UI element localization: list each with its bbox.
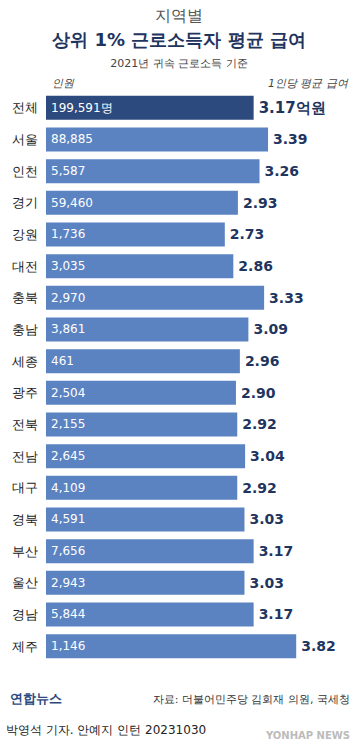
svg-text:광주: 광주 — [12, 385, 38, 400]
svg-text:전북: 전북 — [12, 417, 38, 432]
svg-text:2,970: 2,970 — [51, 291, 85, 305]
svg-text:88,885: 88,885 — [51, 132, 93, 146]
svg-text:2.92: 2.92 — [242, 480, 277, 496]
svg-text:울산: 울산 — [12, 575, 38, 590]
svg-text:2,943: 2,943 — [51, 576, 85, 590]
svg-text:2,155: 2,155 — [51, 417, 85, 431]
svg-text:3,861: 3,861 — [51, 322, 85, 336]
html-text:연합뉴스: 연합뉴스 — [10, 691, 62, 706]
svg-text:3.17: 3.17 — [259, 543, 294, 559]
svg-text:3.33: 3.33 — [269, 290, 304, 306]
svg-text:2.90: 2.90 — [241, 385, 276, 401]
svg-text:59,460: 59,460 — [51, 196, 93, 210]
svg-text:서울: 서울 — [12, 132, 38, 147]
svg-text:3.04: 3.04 — [250, 448, 285, 464]
svg-text:5,587: 5,587 — [51, 164, 85, 178]
svg-text:2.96: 2.96 — [245, 353, 280, 369]
svg-text:2,504: 2,504 — [51, 386, 85, 400]
svg-text:2,645: 2,645 — [51, 449, 85, 463]
svg-text:3.26: 3.26 — [265, 163, 300, 179]
svg-text:3.17: 3.17 — [259, 606, 294, 622]
svg-text:강원: 강원 — [12, 227, 38, 242]
html-text:박영석 기자. 안예지 인턴 20231030: 박영석 기자. 안예지 인턴 20231030 — [6, 723, 207, 737]
svg-text:3.03: 3.03 — [249, 575, 284, 591]
svg-text:경기: 경기 — [12, 195, 38, 210]
svg-text:4,591: 4,591 — [51, 512, 85, 526]
svg-text:경남: 경남 — [12, 607, 38, 622]
svg-text:2.93: 2.93 — [243, 195, 278, 211]
svg-text:2.92: 2.92 — [242, 416, 277, 432]
svg-text:인천: 인천 — [12, 164, 38, 179]
svg-text:3.09: 3.09 — [253, 321, 288, 337]
svg-text:2.73: 2.73 — [230, 226, 265, 242]
svg-text:대전: 대전 — [12, 259, 38, 274]
svg-text:461: 461 — [51, 354, 74, 368]
html-text:2021년 귀속 근로소득 기준: 2021년 귀속 근로소득 기준 — [110, 57, 248, 70]
svg-text:3,035: 3,035 — [51, 259, 85, 273]
html-text:지역별: 지역별 — [155, 6, 203, 25]
svg-text:충남: 충남 — [12, 322, 38, 337]
svg-text:충북: 충북 — [12, 290, 38, 305]
svg-text:3.82: 3.82 — [301, 638, 336, 654]
svg-text:199,591명: 199,591명 — [51, 101, 113, 115]
html-text:상위 1% 근로소득자 평균 급여: 상위 1% 근로소득자 평균 급여 — [52, 29, 306, 50]
svg-text:경북: 경북 — [12, 512, 38, 527]
svg-text:3.03: 3.03 — [249, 511, 284, 527]
svg-text:대구: 대구 — [12, 480, 38, 495]
html-text:인원: 인원 — [52, 77, 74, 90]
svg-text:3.39: 3.39 — [273, 131, 308, 147]
svg-text:세종: 세종 — [12, 354, 38, 369]
svg-text:7,656: 7,656 — [51, 544, 85, 558]
html-text:YONHAP NEWS: YONHAP NEWS — [265, 730, 350, 741]
svg-text:3.17억원: 3.17억원 — [259, 99, 326, 117]
svg-text:1,736: 1,736 — [51, 227, 85, 241]
svg-text:제주: 제주 — [12, 639, 38, 654]
svg-text:4,109: 4,109 — [51, 481, 85, 495]
svg-text:전남: 전남 — [12, 449, 38, 464]
svg-text:전체: 전체 — [12, 100, 38, 115]
svg-text:1,146: 1,146 — [51, 639, 85, 653]
svg-text:5,844: 5,844 — [51, 607, 85, 621]
svg-text:부산: 부산 — [12, 544, 38, 559]
html-text:자료: 더불어민주당 김회재 의원, 국세청: 자료: 더불어민주당 김회재 의원, 국세청 — [152, 693, 350, 706]
svg-text:2.86: 2.86 — [238, 258, 273, 274]
html-text:1인당 평균 급여: 1인당 평균 급여 — [268, 77, 348, 90]
